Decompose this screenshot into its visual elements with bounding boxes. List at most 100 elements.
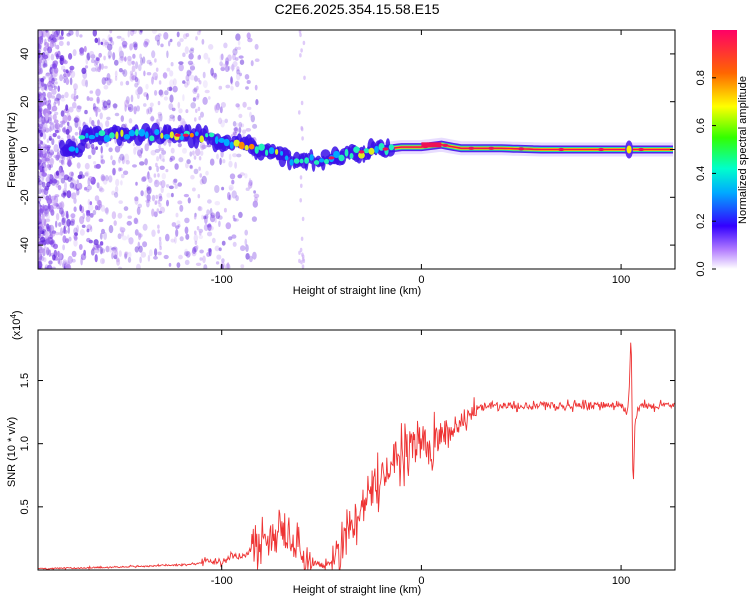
spectrogram-ridge-peak bbox=[78, 135, 86, 140]
spectrogram-noise-cell bbox=[61, 94, 65, 99]
spectrogram-noise-cell bbox=[201, 175, 207, 185]
spectrogram-noise-cell bbox=[65, 238, 69, 244]
spectrogram-noise-cell bbox=[225, 57, 229, 65]
snr-panel: -100 0 100 0.5 1.0 1.5 (x104) Height of stra… bbox=[6, 310, 676, 596]
spectrogram-ridge-peak bbox=[368, 147, 375, 155]
spectrogram-noise-cell bbox=[93, 59, 97, 67]
spectrogram-noise-cell bbox=[108, 37, 112, 42]
spectrogram-noise-cell bbox=[129, 70, 133, 76]
spectrogram-noise-cell bbox=[90, 226, 93, 232]
spectrogram-noise-cell bbox=[161, 173, 166, 180]
spectrogram-noise-cell bbox=[43, 83, 48, 91]
spectrogram-noise-cell bbox=[155, 194, 158, 200]
spectrogram-ridge-peak bbox=[123, 134, 131, 140]
spectrogram-noise-cell bbox=[54, 129, 59, 134]
spectrogram-noise-cell bbox=[240, 264, 245, 269]
spectrogram-noise-cell bbox=[232, 48, 238, 56]
spectrogram-noise-cell bbox=[176, 262, 181, 268]
spectrogram-noise-cell bbox=[239, 72, 243, 77]
snr-y-tick-label: 1.5 bbox=[19, 373, 31, 388]
spectrogram-noise-cell bbox=[240, 245, 246, 252]
spectrogram-noise-cell bbox=[99, 187, 105, 193]
spectrogram-noise-cell bbox=[48, 229, 52, 236]
spectrogram-noise-cell bbox=[132, 142, 136, 147]
spectrogram-noise-cell bbox=[245, 253, 250, 260]
spectrogram-noise-cell bbox=[91, 147, 96, 156]
spectrogram-noise-cell bbox=[105, 245, 110, 253]
spectrogram-noise-cell bbox=[255, 99, 259, 106]
spectrogram-noise-cell bbox=[38, 159, 42, 164]
spectrogram-noise-cell bbox=[118, 158, 122, 162]
spectrogram-noise-cell bbox=[246, 32, 251, 39]
spectrogram-ridge-peak bbox=[333, 150, 340, 159]
spectrogram-noise-cell bbox=[138, 64, 142, 72]
spectrogram-noise-cell bbox=[174, 163, 179, 170]
spectrogram-noise-cell bbox=[42, 97, 47, 105]
spectrogram-noise-cell bbox=[237, 40, 241, 46]
spectrogram-noise-cell bbox=[42, 76, 46, 80]
spectrogram-noise-cell bbox=[143, 103, 147, 107]
spectrogram-noise-cell bbox=[55, 220, 58, 228]
spectrogram-noise-cell bbox=[228, 153, 232, 161]
spectrogram-noise-cell bbox=[129, 73, 135, 82]
spectrogram-noise-cell bbox=[118, 167, 121, 172]
spectrogram-noise-cell bbox=[253, 190, 256, 194]
spectrogram-noise-cell bbox=[63, 192, 67, 196]
spectrogram-noise-cell bbox=[38, 68, 41, 73]
spectrogram-noise-cell bbox=[216, 254, 222, 260]
spectrogram-ridge-peak bbox=[144, 131, 149, 139]
spectrogram-noise-cell bbox=[65, 104, 69, 111]
spectrogram-noise-cell bbox=[134, 76, 139, 83]
spectrogram-noise-cell bbox=[110, 155, 113, 161]
spectrogram-noise-cell bbox=[55, 154, 60, 161]
spectrogram-noise-cell bbox=[127, 215, 132, 219]
spectrogram-noise-cell bbox=[65, 78, 70, 85]
spectrogram-noise-cell bbox=[60, 97, 66, 102]
spectrogram-noise-cell bbox=[118, 56, 124, 64]
spectrogram-noise-cell bbox=[57, 184, 62, 191]
spectrogram-noise-cell bbox=[115, 178, 120, 187]
spectrogram-noise-cell bbox=[151, 194, 156, 202]
spectrogram-y-ticks: -40 -20 0 20 40 bbox=[19, 48, 675, 253]
spectrogram-noise-cell bbox=[238, 113, 243, 119]
spectrogram-noise-cell bbox=[44, 208, 49, 217]
snr-scale-label: (x104) bbox=[9, 310, 23, 340]
spectrogram-noise-cell bbox=[244, 238, 248, 246]
spectrogram-noise-cell bbox=[60, 178, 66, 184]
spectrogram-noise-cell bbox=[135, 89, 139, 96]
spectrogram-noise-cell bbox=[79, 34, 83, 38]
spectrogram-noise-cell bbox=[73, 88, 77, 96]
spectrogram-noise-cell bbox=[57, 98, 60, 106]
spectrogram-noise-cell bbox=[198, 80, 202, 85]
spectrogram-noise-cell bbox=[100, 145, 103, 154]
spectrogram-noise-cell bbox=[232, 53, 236, 61]
spectrogram-noise-cell bbox=[121, 174, 125, 179]
spectrogram-noise-cell bbox=[38, 252, 41, 258]
spectrogram-noise-layer bbox=[38, 30, 306, 269]
spectrogram-noise-cell bbox=[169, 79, 175, 88]
spectrogram-noise-cell bbox=[220, 119, 225, 128]
spectrogram-noise-cell bbox=[174, 236, 177, 244]
spectrogram-noise-cell bbox=[59, 207, 64, 215]
spectrogram-noise-cell bbox=[133, 106, 137, 115]
spectrogram-noise-cell bbox=[166, 192, 171, 198]
spectrogram-noise-cell bbox=[228, 194, 232, 201]
spectrogram-noise-cell bbox=[114, 75, 118, 81]
spectrogram-noise-cell bbox=[38, 203, 41, 211]
spectrogram-noise-cell bbox=[116, 258, 121, 266]
spectrogram-noise-cell bbox=[300, 260, 303, 265]
spectrogram-noise-cell bbox=[154, 76, 158, 81]
spectrogram-noise-cell bbox=[100, 248, 106, 254]
spectrogram-noise-cell bbox=[253, 193, 260, 199]
spectrogram-noise-cell bbox=[45, 112, 49, 121]
spectrogram-x-ticks: -100 0 100 bbox=[211, 30, 630, 286]
spectrogram-noise-cell bbox=[41, 52, 45, 57]
spectrogram-noise-cell bbox=[50, 53, 55, 61]
spectrogram-noise-cell bbox=[105, 120, 110, 128]
spectrogram-noise-cell bbox=[47, 103, 52, 111]
spectrogram-noise-cell bbox=[233, 127, 238, 132]
spectrogram-ridge-peak bbox=[120, 129, 124, 137]
spectrogram-noise-cell bbox=[140, 251, 147, 258]
spectrogram-noise-cell bbox=[178, 254, 183, 260]
spectrogram-noise-cell bbox=[109, 40, 115, 46]
